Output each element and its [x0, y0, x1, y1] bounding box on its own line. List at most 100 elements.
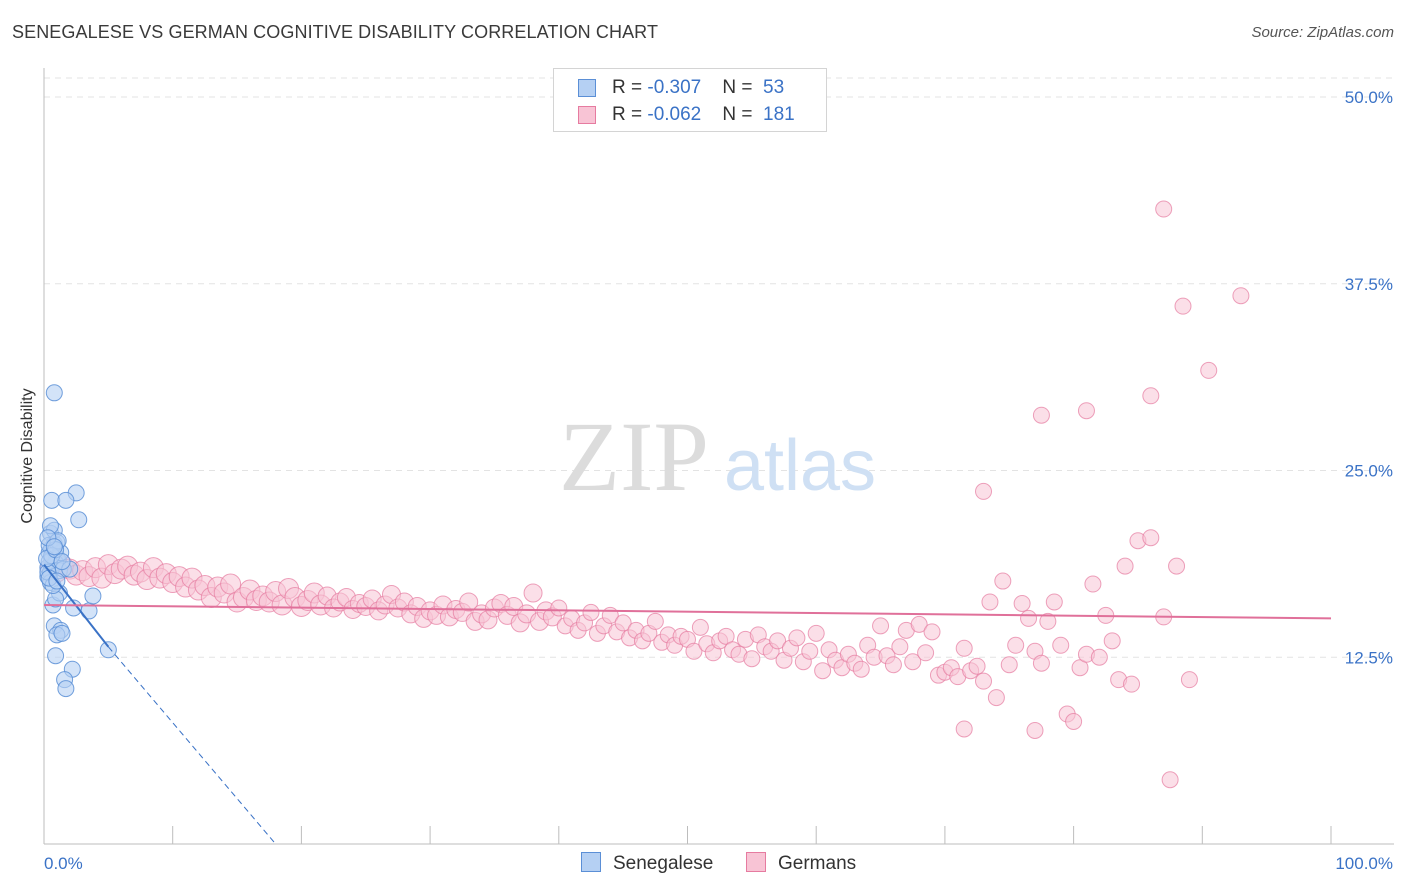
point-senegalese [57, 680, 75, 698]
legend-r-value: -0.307 [647, 77, 702, 98]
axes [43, 68, 1394, 845]
point-germans [1168, 557, 1186, 575]
watermark: ZIP atlas [559, 401, 876, 512]
point-germans [1007, 636, 1025, 654]
point-germans [801, 642, 819, 660]
point-germans [975, 482, 993, 500]
point-germans [1032, 406, 1050, 424]
grid-lines [44, 77, 1394, 658]
point-germans [788, 629, 806, 647]
point-germans [1013, 594, 1031, 612]
point-germans [1000, 656, 1018, 674]
point-germans [904, 653, 922, 671]
point-senegalese [43, 491, 61, 509]
trend-line-senegalese-extension [107, 646, 277, 845]
point-germans [1090, 648, 1108, 666]
point-germans [891, 638, 909, 656]
bottom-legend-label-senegalese: Senegalese [613, 853, 714, 874]
point-senegalese [84, 587, 102, 605]
point-germans [923, 623, 941, 641]
point-germans [1103, 632, 1121, 650]
point-germans [807, 624, 825, 642]
point-senegalese [47, 647, 65, 665]
point-germans [1142, 529, 1160, 547]
y-tick-label: 37.5% [1345, 275, 1393, 294]
point-senegalese [45, 384, 63, 402]
bottom-legend-swatch-senegalese [581, 852, 601, 872]
point-germans [872, 617, 890, 635]
source-label: Source: ZipAtlas.com [1251, 24, 1394, 41]
legend-r-value: -0.062 [647, 104, 702, 125]
point-germans [814, 662, 832, 680]
point-germans [1052, 636, 1070, 654]
point-germans [987, 689, 1005, 707]
point-germans [852, 660, 870, 678]
legend-n-value: 181 [763, 104, 795, 125]
point-germans [1142, 387, 1160, 405]
point-germans [1026, 721, 1044, 739]
point-germans [1200, 361, 1218, 379]
correlation-legend: R = -0.307 N = 53 R = -0.062 N = 181 [553, 68, 827, 132]
legend-r-label: R = [612, 77, 648, 98]
point-senegalese [70, 511, 88, 529]
point-germans [646, 612, 664, 630]
point-germans [1077, 402, 1095, 420]
point-senegalese [99, 641, 117, 659]
point-germans [1032, 654, 1050, 672]
point-germans [523, 583, 543, 603]
series-senegalese [38, 384, 117, 698]
point-germans [968, 657, 986, 675]
point-germans [743, 650, 761, 668]
y-tick-label: 25.0% [1345, 462, 1393, 481]
point-germans [1174, 297, 1192, 315]
point-senegalese [53, 624, 71, 642]
point-germans [550, 599, 568, 617]
watermark-atlas: atlas [724, 426, 876, 506]
point-germans [981, 593, 999, 611]
point-germans [994, 572, 1012, 590]
y-axis-label: Cognitive Disability [19, 388, 36, 524]
legend-swatch-germans [578, 106, 596, 124]
point-germans [955, 720, 973, 738]
point-germans [1084, 575, 1102, 593]
point-germans [582, 603, 600, 621]
watermark-zip: ZIP [559, 401, 709, 512]
bottom-legend-senegalese: Senegalese [581, 852, 713, 875]
point-germans [917, 644, 935, 662]
trend-line-germans [43, 603, 1332, 620]
point-germans [1161, 771, 1179, 789]
point-germans [1155, 200, 1173, 218]
point-senegalese [53, 553, 71, 571]
legend-n-label: N = [722, 104, 758, 125]
point-senegalese [45, 538, 63, 556]
x-tick-label: 100.0% [1335, 854, 1393, 873]
legend-r-label: R = [612, 104, 648, 125]
point-germans [975, 672, 993, 690]
point-germans [884, 656, 902, 674]
chart-title: SENEGALESE VS GERMAN COGNITIVE DISABILIT… [12, 22, 659, 42]
bottom-legend-germans: Germans [746, 852, 856, 875]
y-tick-label: 12.5% [1345, 648, 1393, 667]
legend-n-value: 53 [763, 77, 785, 98]
point-germans [1116, 557, 1134, 575]
point-germans [1065, 712, 1083, 730]
point-germans [910, 615, 928, 633]
y-tick-label: 50.0% [1345, 88, 1393, 107]
point-germans [1039, 612, 1057, 630]
tick-labels: 12.5% 25.0% 37.5% 50.0% 0.0% 100.0% [44, 88, 1393, 873]
point-senegalese [57, 491, 75, 509]
bottom-legend-label-germans: Germans [778, 853, 857, 874]
bottom-legend-swatch-germans [746, 852, 766, 872]
point-germans [1123, 675, 1141, 693]
point-germans [691, 618, 709, 636]
legend-n-label: N = [722, 77, 758, 98]
point-germans [1232, 287, 1250, 305]
point-germans [1045, 593, 1063, 611]
x-tick-label: 0.0% [44, 854, 83, 873]
point-germans [685, 642, 703, 660]
point-germans [459, 592, 479, 612]
point-germans [1180, 671, 1198, 689]
point-germans [769, 632, 787, 650]
point-germans [1020, 609, 1038, 627]
